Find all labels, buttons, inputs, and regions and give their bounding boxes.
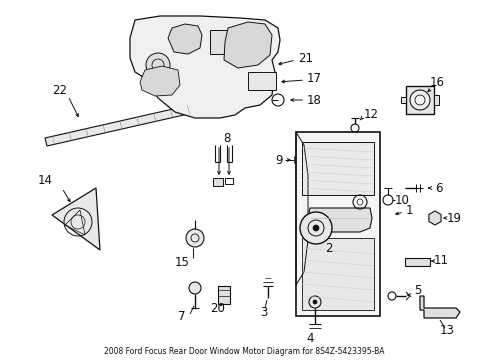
Text: 17: 17 [306, 72, 321, 85]
Polygon shape [168, 24, 202, 54]
Bar [218, 286, 229, 304]
Polygon shape [224, 22, 271, 68]
Bar [405, 86, 433, 114]
Text: 6: 6 [434, 181, 442, 194]
Polygon shape [140, 66, 180, 96]
Circle shape [299, 212, 331, 244]
Circle shape [185, 229, 203, 247]
Text: 8: 8 [223, 131, 230, 144]
Text: 5: 5 [413, 284, 421, 297]
Text: 2: 2 [325, 242, 332, 255]
Bar [433, 95, 438, 105]
Text: 7: 7 [178, 310, 185, 323]
Text: 22: 22 [52, 84, 67, 96]
Text: 11: 11 [433, 253, 448, 266]
Text: 10: 10 [394, 194, 409, 207]
Text: 19: 19 [446, 211, 461, 225]
Text: 1: 1 [405, 203, 413, 216]
Text: 21: 21 [297, 51, 312, 64]
Polygon shape [404, 258, 429, 266]
Polygon shape [52, 188, 100, 250]
Circle shape [312, 300, 316, 304]
Text: 2008 Ford Focus Rear Door Window Motor Diagram for 8S4Z-5423395-BA: 2008 Ford Focus Rear Door Window Motor D… [104, 347, 384, 356]
Polygon shape [294, 154, 305, 166]
Polygon shape [307, 208, 371, 232]
Bar [213, 178, 223, 186]
Text: 16: 16 [429, 76, 444, 89]
Text: 13: 13 [439, 324, 454, 337]
Text: 12: 12 [363, 108, 378, 122]
Polygon shape [302, 142, 373, 195]
Text: 15: 15 [175, 256, 189, 269]
Circle shape [312, 225, 318, 231]
Polygon shape [45, 104, 197, 146]
Text: 20: 20 [209, 302, 224, 315]
Bar [224, 178, 232, 184]
Bar [209, 30, 242, 54]
Text: 9: 9 [274, 153, 282, 166]
Bar [247, 72, 275, 90]
Text: 4: 4 [305, 332, 313, 345]
Polygon shape [295, 132, 379, 316]
Polygon shape [302, 238, 373, 310]
Bar [400, 97, 405, 103]
Text: 18: 18 [306, 94, 321, 107]
Circle shape [189, 282, 201, 294]
Text: 14: 14 [38, 174, 53, 186]
Text: 3: 3 [260, 306, 267, 319]
Circle shape [146, 53, 170, 77]
Polygon shape [419, 296, 459, 318]
Polygon shape [428, 211, 440, 225]
Polygon shape [130, 16, 280, 118]
Circle shape [409, 90, 429, 110]
